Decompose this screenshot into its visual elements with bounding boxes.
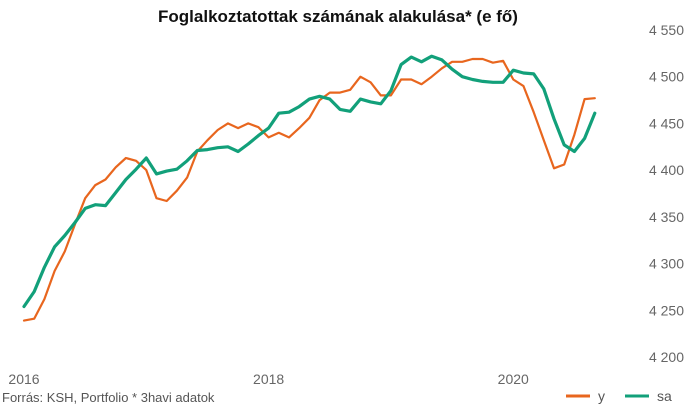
chart-title: Foglalkoztatottak számának alakulása* (e… [158, 7, 518, 26]
x-tick-label: 2020 [498, 371, 529, 387]
series-line-sa [22, 54, 597, 309]
y-tick-label: 4 450 [649, 115, 684, 131]
y-tick-label: 4 400 [649, 162, 684, 178]
x-tick-label: 2016 [8, 371, 39, 387]
x-axis: 2016 2018 2020 [8, 371, 529, 387]
y-tick-label: 4 250 [649, 302, 684, 318]
y-tick-label: 4 350 [649, 209, 684, 225]
y-tick-label: 4 300 [649, 256, 684, 272]
legend-label-y: y [598, 388, 605, 404]
y-tick-label: 4 550 [649, 22, 684, 38]
y-axis: 4 200 4 250 4 300 4 350 4 400 4 450 4 500 4 550 [649, 22, 684, 365]
source-note: Forrás: KSH, Portfolio * 3havi adatok [2, 390, 215, 405]
plot-area [22, 54, 597, 322]
y-tick-label: 4 200 [649, 349, 684, 365]
series-line-y [22, 57, 596, 322]
legend-label-sa: sa [657, 388, 672, 404]
x-tick-label: 2018 [253, 371, 284, 387]
y-tick-label: 4 500 [649, 69, 684, 85]
legend: y sa [566, 388, 672, 404]
